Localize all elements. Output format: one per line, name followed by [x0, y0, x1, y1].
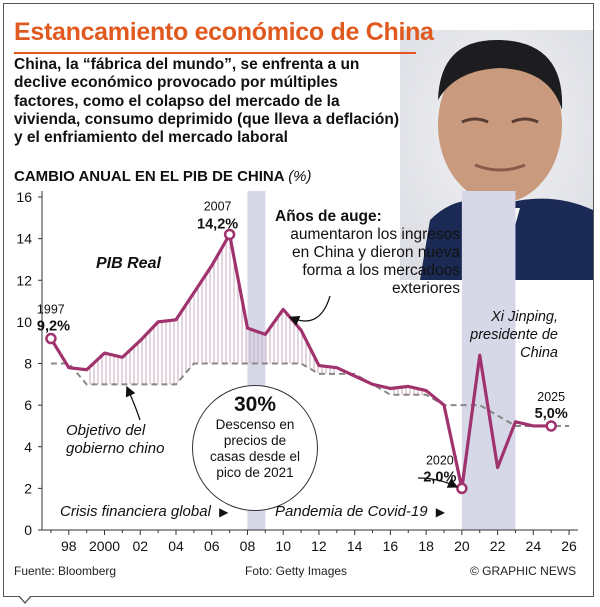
x-tick-label: 06 [204, 538, 220, 554]
covid-label: Pandemia de Covid-19 ▶ [275, 503, 445, 521]
caption-role: presidente de China [470, 327, 558, 361]
housing-text: Descenso en precios de casas desde el pi… [209, 417, 301, 480]
highlight-point-1997 [45, 332, 57, 345]
y-tick-label: 12 [16, 272, 32, 288]
boom-title: Años de auge: [275, 208, 382, 225]
photo-credit: Foto: Getty Images [245, 564, 348, 578]
gap-hatch-layer [86, 234, 427, 395]
value-label-2025: 5,0% [535, 406, 568, 422]
y-tick-label: 2 [24, 480, 32, 496]
gap-hatch-segment [104, 353, 123, 385]
value-label-2020: 2,0% [423, 469, 456, 485]
y-tick-label: 14 [16, 231, 32, 247]
x-tick-label: 2000 [89, 538, 120, 554]
covid-label-text: Pandemia de Covid-19 [275, 503, 428, 520]
page-title: Estancamiento económico de China [14, 18, 434, 46]
boom-annotation: Años de auge: aumentaron los ingresos en… [275, 208, 465, 298]
boom-arrow [288, 295, 331, 326]
highlight-point-2007 [223, 228, 236, 241]
crisis-arrow-icon: ▶ [219, 505, 229, 519]
year-label-2020: 2020 [426, 453, 454, 467]
data-labels-layer: 1997 9,2% 2007 14,2% 2020 2,0% 2025 5,0% [37, 199, 568, 485]
photo-caption: Xi Jinping, presidente de China [430, 308, 558, 362]
title-underline [14, 52, 416, 54]
chart-title-unit: (%) [288, 168, 312, 185]
gap-hatch-segment [193, 265, 212, 364]
y-tick-label: 16 [16, 189, 32, 205]
y-tick-label: 8 [24, 356, 32, 372]
face-shape [438, 47, 562, 203]
gap-hatch-segment [122, 340, 141, 385]
highlight-points-layer [45, 228, 557, 495]
target-annotation: Objetivo del gobierno chino [66, 422, 165, 457]
source-note: Fuente: Bloomberg [14, 564, 117, 578]
chart-title-text: CAMBIO ANUAL EN EL PIB DE CHINA [14, 168, 285, 185]
intro-text: China, la “fábrica del mundo”, se enfren… [14, 56, 400, 147]
gap-hatch-segment [86, 353, 105, 385]
caption-name: Xi Jinping, [491, 309, 558, 325]
boom-body: aumentaron los ingresos en China y diero… [290, 226, 460, 297]
x-tick-label: 98 [61, 538, 77, 554]
y-tick-label: 10 [16, 314, 32, 330]
x-tick-label: 12 [311, 538, 327, 554]
y-tick-label: 4 [24, 439, 32, 455]
gap-hatch-segment [283, 309, 302, 364]
low-2020-arrow [417, 477, 459, 488]
x-tick-label: 08 [240, 538, 256, 554]
y-tick-label: 6 [24, 397, 32, 413]
hair-shape [438, 39, 563, 110]
chart-title: CAMBIO ANUAL EN EL PIB DE CHINA (%) [14, 168, 312, 185]
target-series-line [50, 362, 570, 427]
shaded-period-2 [461, 191, 516, 530]
gdp-series-line [49, 232, 552, 490]
gap-hatch-segment [229, 234, 248, 364]
covid-arrow-icon: ▶ [435, 505, 445, 519]
x-tick-label: 16 [383, 538, 399, 554]
housing-callout: 30% Descenso en precios de casas desde e… [192, 385, 318, 511]
x-tick-label: 02 [132, 538, 148, 554]
x-tick-label: 20 [454, 538, 470, 554]
x-tick-label: 14 [347, 538, 363, 554]
year-label-2025: 2025 [537, 390, 565, 404]
value-label-1997: 9,2% [37, 319, 70, 335]
year-label-2007: 2007 [204, 199, 232, 213]
frame-tail [18, 595, 32, 604]
housing-percent: 30% [233, 393, 277, 416]
pib-real-label: PIB Real [96, 255, 161, 272]
crisis-label-text: Crisis financiera global [60, 503, 211, 520]
year-label-1997: 1997 [37, 303, 65, 317]
crisis-label: Crisis financiera global ▶ [60, 503, 228, 521]
gap-hatch-segment [211, 234, 230, 364]
highlight-point-2025 [545, 420, 557, 432]
x-tick-label: 04 [168, 538, 184, 554]
x-tick-label: 26 [561, 538, 577, 554]
value-label-2007: 14,2% [197, 216, 238, 232]
target-arrow [125, 385, 141, 421]
x-tick-label: 24 [526, 538, 542, 554]
highlight-point-2020 [456, 482, 468, 495]
gap-hatch-segment [158, 319, 176, 385]
x-tick-label: 18 [418, 538, 434, 554]
y-tick-label: 0 [24, 522, 32, 538]
x-tick-label: 10 [275, 538, 291, 554]
graphic-news-credit: © GRAPHIC NEWS [470, 564, 577, 578]
series-lines-layer [49, 232, 570, 490]
gap-hatch-segment [247, 328, 266, 364]
annotation-arrows-layer [125, 295, 459, 488]
x-tick-label: 22 [490, 538, 506, 554]
gap-hatch-segment [265, 309, 284, 364]
